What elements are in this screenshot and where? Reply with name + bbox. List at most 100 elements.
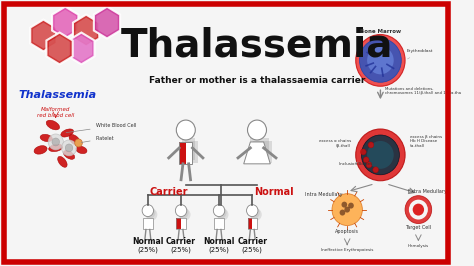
FancyBboxPatch shape xyxy=(181,218,186,230)
Ellipse shape xyxy=(61,129,73,137)
Polygon shape xyxy=(68,32,94,64)
Text: (25%): (25%) xyxy=(242,246,263,253)
Circle shape xyxy=(405,196,432,223)
FancyBboxPatch shape xyxy=(252,218,257,230)
FancyBboxPatch shape xyxy=(185,141,198,163)
Ellipse shape xyxy=(34,146,47,154)
Circle shape xyxy=(176,120,195,140)
FancyBboxPatch shape xyxy=(143,218,153,230)
Polygon shape xyxy=(46,32,73,64)
Polygon shape xyxy=(96,10,118,36)
Text: Carrier: Carrier xyxy=(149,187,188,197)
Text: excess α chains
(β-thal): excess α chains (β-thal) xyxy=(319,139,351,148)
Circle shape xyxy=(341,202,347,207)
Text: Erythroblast: Erythroblast xyxy=(407,49,434,59)
Text: Inclusion Bodies: Inclusion Bodies xyxy=(338,162,372,166)
Text: (25%): (25%) xyxy=(171,246,191,253)
Text: Normal: Normal xyxy=(132,238,164,246)
Text: Platelet: Platelet xyxy=(81,136,114,143)
FancyBboxPatch shape xyxy=(179,142,186,164)
Circle shape xyxy=(144,207,155,219)
Text: (25%): (25%) xyxy=(209,246,229,253)
Text: Target Cell: Target Cell xyxy=(405,226,431,231)
Circle shape xyxy=(179,209,191,221)
Ellipse shape xyxy=(46,120,60,130)
Text: Hemolysis: Hemolysis xyxy=(408,244,429,248)
Circle shape xyxy=(217,209,228,221)
Polygon shape xyxy=(71,36,92,61)
Ellipse shape xyxy=(64,151,74,159)
Circle shape xyxy=(356,129,405,181)
Text: Intra Medullary: Intra Medullary xyxy=(305,192,342,197)
Circle shape xyxy=(248,207,260,219)
Circle shape xyxy=(142,205,154,217)
FancyBboxPatch shape xyxy=(250,138,269,160)
Circle shape xyxy=(65,144,73,152)
Text: Mutations and deletions,
chromosomes 11(β-thal) and 16 (α-tha: Mutations and deletions, chromosomes 11(… xyxy=(385,87,461,95)
Text: Father or mother is a thalassaemia carrier: Father or mother is a thalassaemia carri… xyxy=(149,76,365,85)
Text: Ineffective Erythropoiesis: Ineffective Erythropoiesis xyxy=(321,248,374,252)
Circle shape xyxy=(413,204,424,215)
Circle shape xyxy=(360,149,366,155)
Text: Apoptosis: Apoptosis xyxy=(335,230,359,234)
Polygon shape xyxy=(30,20,56,51)
Circle shape xyxy=(367,47,394,74)
FancyBboxPatch shape xyxy=(186,142,192,164)
Circle shape xyxy=(409,200,428,219)
Circle shape xyxy=(52,138,60,146)
Text: Bone Marrow: Bone Marrow xyxy=(360,28,401,34)
Text: Thalassemia: Thalassemia xyxy=(18,90,97,100)
Ellipse shape xyxy=(40,134,52,142)
Circle shape xyxy=(177,207,189,219)
Text: Thalassemia: Thalassemia xyxy=(121,26,393,64)
Polygon shape xyxy=(244,142,270,164)
Polygon shape xyxy=(75,18,97,43)
Text: Extra Medullary: Extra Medullary xyxy=(409,189,447,194)
Circle shape xyxy=(247,120,266,140)
Text: Malformed
red blood cell: Malformed red blood cell xyxy=(37,107,74,118)
Text: Normal: Normal xyxy=(203,238,235,246)
Circle shape xyxy=(364,157,369,163)
FancyBboxPatch shape xyxy=(214,218,224,230)
Circle shape xyxy=(366,162,372,168)
Ellipse shape xyxy=(49,144,63,152)
Circle shape xyxy=(356,35,405,86)
Circle shape xyxy=(62,140,77,156)
Circle shape xyxy=(213,205,225,217)
Polygon shape xyxy=(94,7,120,39)
FancyBboxPatch shape xyxy=(247,218,252,230)
Circle shape xyxy=(367,141,394,169)
Circle shape xyxy=(175,205,187,217)
Text: Normal: Normal xyxy=(254,187,294,197)
Circle shape xyxy=(75,139,82,147)
Text: Carrier: Carrier xyxy=(166,238,196,246)
FancyBboxPatch shape xyxy=(176,218,181,230)
Circle shape xyxy=(344,207,350,213)
Circle shape xyxy=(48,134,64,150)
Ellipse shape xyxy=(69,135,81,146)
FancyBboxPatch shape xyxy=(182,138,195,160)
Circle shape xyxy=(359,39,401,82)
Polygon shape xyxy=(33,23,54,48)
Circle shape xyxy=(246,205,258,217)
Ellipse shape xyxy=(76,146,87,153)
Polygon shape xyxy=(52,7,78,39)
Text: White Blood Cell: White Blood Cell xyxy=(66,123,136,133)
Polygon shape xyxy=(55,10,76,36)
Circle shape xyxy=(361,135,400,175)
Circle shape xyxy=(332,194,362,226)
Circle shape xyxy=(250,209,262,221)
Polygon shape xyxy=(73,15,99,47)
Polygon shape xyxy=(49,36,70,61)
Circle shape xyxy=(339,210,345,215)
Circle shape xyxy=(368,142,374,148)
Circle shape xyxy=(373,167,379,173)
Text: Carrier: Carrier xyxy=(237,238,267,246)
Text: excess β chains
Hb H Disease
(α-thal): excess β chains Hb H Disease (α-thal) xyxy=(410,135,442,148)
FancyBboxPatch shape xyxy=(253,141,272,163)
Circle shape xyxy=(215,207,227,219)
Circle shape xyxy=(146,209,157,221)
Text: (25%): (25%) xyxy=(137,246,158,253)
Ellipse shape xyxy=(58,156,67,167)
Circle shape xyxy=(348,203,354,209)
